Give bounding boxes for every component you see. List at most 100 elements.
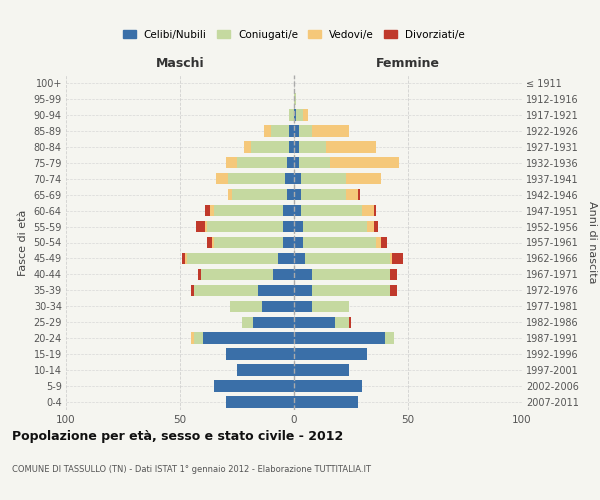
- Bar: [312, 284, 390, 296]
- Bar: [312, 300, 349, 312]
- Bar: [265, 125, 271, 136]
- Bar: [367, 221, 374, 232]
- Bar: [274, 268, 294, 280]
- Bar: [326, 141, 376, 152]
- Bar: [294, 109, 296, 120]
- Bar: [380, 237, 388, 248]
- Bar: [209, 205, 214, 216]
- Bar: [214, 237, 283, 248]
- Text: COMUNE DI TASSULLO (TN) - Dati ISTAT 1° gennaio 2012 - Elaborazione TUTTITALIA.I: COMUNE DI TASSULLO (TN) - Dati ISTAT 1° …: [12, 465, 371, 474]
- Bar: [198, 268, 200, 280]
- Bar: [294, 141, 299, 152]
- Bar: [187, 252, 278, 264]
- Bar: [253, 316, 294, 328]
- Bar: [294, 205, 301, 216]
- Bar: [294, 332, 385, 344]
- Bar: [194, 332, 203, 344]
- Bar: [289, 141, 294, 152]
- Bar: [294, 364, 349, 376]
- Bar: [294, 348, 367, 360]
- Bar: [374, 221, 379, 232]
- Bar: [294, 125, 299, 136]
- Bar: [299, 125, 312, 136]
- Text: Maschi: Maschi: [155, 57, 205, 70]
- Bar: [376, 237, 380, 248]
- Bar: [191, 284, 194, 296]
- Bar: [208, 221, 283, 232]
- Bar: [214, 205, 283, 216]
- Bar: [194, 284, 257, 296]
- Bar: [294, 284, 312, 296]
- Bar: [278, 252, 294, 264]
- Bar: [182, 252, 185, 264]
- Bar: [294, 189, 301, 200]
- Bar: [312, 268, 390, 280]
- Bar: [287, 157, 294, 168]
- Legend: Celibi/Nubili, Coniugati/e, Vedovi/e, Divorziati/e: Celibi/Nubili, Coniugati/e, Vedovi/e, Di…: [120, 26, 468, 43]
- Bar: [287, 189, 294, 200]
- Bar: [392, 252, 403, 264]
- Bar: [299, 141, 326, 152]
- Bar: [294, 396, 358, 408]
- Bar: [349, 316, 351, 328]
- Bar: [294, 93, 296, 104]
- Bar: [244, 141, 251, 152]
- Bar: [294, 268, 312, 280]
- Bar: [358, 189, 360, 200]
- Bar: [226, 157, 237, 168]
- Bar: [305, 252, 390, 264]
- Bar: [301, 173, 346, 184]
- Bar: [257, 284, 294, 296]
- Bar: [196, 221, 205, 232]
- Bar: [303, 237, 376, 248]
- Bar: [200, 268, 274, 280]
- Bar: [331, 157, 399, 168]
- Bar: [294, 300, 312, 312]
- Bar: [390, 252, 392, 264]
- Bar: [205, 205, 209, 216]
- Bar: [289, 109, 294, 120]
- Bar: [294, 237, 303, 248]
- Bar: [262, 300, 294, 312]
- Bar: [390, 284, 397, 296]
- Bar: [374, 205, 376, 216]
- Bar: [237, 364, 294, 376]
- Bar: [237, 157, 287, 168]
- Bar: [228, 173, 285, 184]
- Bar: [285, 173, 294, 184]
- Bar: [346, 189, 358, 200]
- Bar: [294, 380, 362, 392]
- Bar: [294, 252, 305, 264]
- Bar: [299, 157, 331, 168]
- Bar: [301, 189, 346, 200]
- Bar: [283, 205, 294, 216]
- Bar: [217, 173, 228, 184]
- Bar: [294, 173, 301, 184]
- Bar: [301, 205, 362, 216]
- Bar: [242, 316, 253, 328]
- Bar: [346, 173, 380, 184]
- Bar: [294, 316, 335, 328]
- Bar: [385, 332, 394, 344]
- Y-axis label: Anni di nascita: Anni di nascita: [587, 201, 598, 284]
- Bar: [312, 125, 349, 136]
- Bar: [271, 125, 289, 136]
- Bar: [283, 221, 294, 232]
- Bar: [230, 300, 262, 312]
- Bar: [226, 396, 294, 408]
- Bar: [203, 332, 294, 344]
- Bar: [191, 332, 194, 344]
- Bar: [228, 189, 232, 200]
- Bar: [294, 157, 299, 168]
- Y-axis label: Fasce di età: Fasce di età: [18, 210, 28, 276]
- Bar: [283, 237, 294, 248]
- Bar: [251, 141, 289, 152]
- Bar: [232, 189, 287, 200]
- Bar: [205, 221, 208, 232]
- Bar: [362, 205, 374, 216]
- Bar: [335, 316, 349, 328]
- Bar: [185, 252, 187, 264]
- Bar: [226, 348, 294, 360]
- Bar: [212, 237, 214, 248]
- Text: Popolazione per età, sesso e stato civile - 2012: Popolazione per età, sesso e stato civil…: [12, 430, 343, 443]
